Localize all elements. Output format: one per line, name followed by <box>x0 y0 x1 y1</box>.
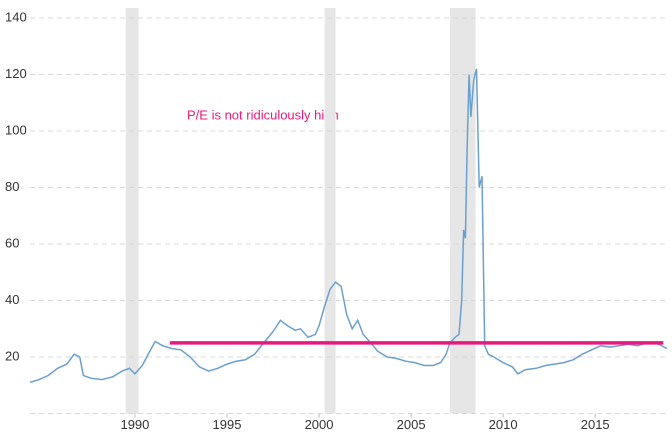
y-tick-label: 80 <box>5 179 19 194</box>
y-tick-label: 60 <box>5 235 19 250</box>
pe-line <box>29 68 668 384</box>
annotation: P/E is not ridiculously high <box>187 107 339 122</box>
y-tick-label: 120 <box>5 66 27 81</box>
y-tick-label: 20 <box>5 348 19 363</box>
x-tick-label: 2000 <box>305 417 334 432</box>
x-tick-label: 1995 <box>213 417 242 432</box>
y-tick-label: 100 <box>5 122 27 137</box>
x-tick-label: 2015 <box>581 417 610 432</box>
x-tick-label: 1990 <box>120 417 149 432</box>
x-tick-label: 2010 <box>489 417 518 432</box>
y-tick-label: 40 <box>5 292 19 307</box>
recession-band <box>324 8 336 414</box>
recession-band <box>125 8 139 414</box>
recession-band <box>449 8 476 414</box>
x-tick-label: 2005 <box>397 417 426 432</box>
y-tick-label: 140 <box>5 9 27 24</box>
